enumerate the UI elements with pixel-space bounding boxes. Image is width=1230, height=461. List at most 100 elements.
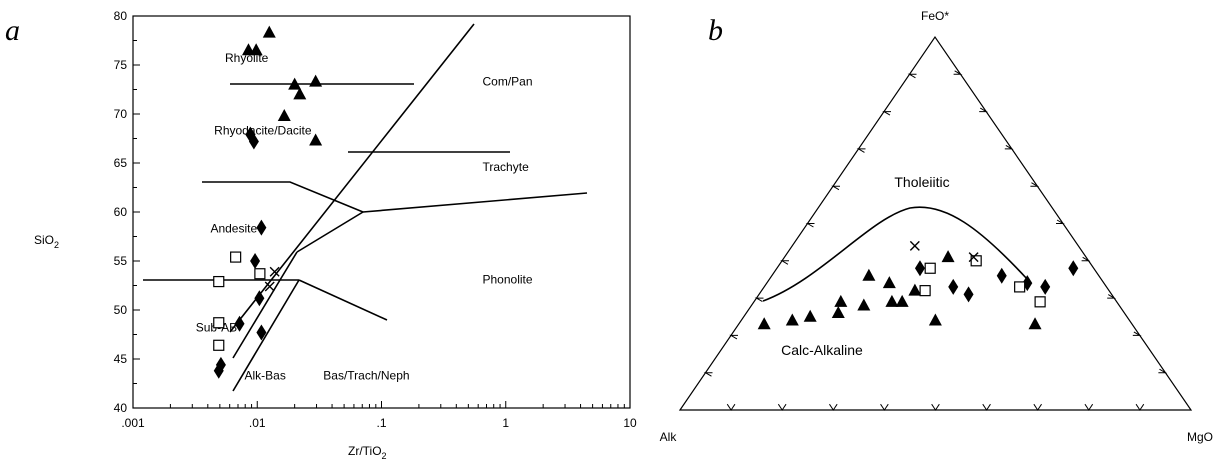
triangle-point bbox=[862, 268, 876, 281]
triangle-point bbox=[309, 74, 323, 87]
triangle-point bbox=[928, 313, 942, 326]
field-label: Com/Pan bbox=[483, 75, 533, 89]
x-tick-label: 1 bbox=[502, 416, 509, 430]
diamond-point bbox=[948, 278, 959, 295]
triangle-point bbox=[785, 313, 799, 326]
axis-ticks-a: .001 .01 .1 1 10 40 45 50 55 60 65 70 75 80 bbox=[114, 9, 637, 430]
ternary-tick bbox=[979, 107, 989, 113]
square-point bbox=[970, 255, 982, 267]
diamond-point bbox=[248, 133, 259, 150]
chart-b: b FeO* Alk MgO Tholeiitic Calc-Alkaline bbox=[660, 9, 1213, 444]
plot-frame-a bbox=[132, 15, 631, 409]
ternary-tick bbox=[1158, 368, 1168, 374]
triangle-point bbox=[831, 306, 845, 319]
data-points-a bbox=[213, 25, 323, 379]
y-tick-label: 45 bbox=[114, 352, 128, 366]
y-tick-label: 75 bbox=[114, 58, 128, 72]
square-point bbox=[254, 268, 266, 280]
ternary-tick bbox=[1056, 219, 1065, 224]
y-tick-label: 55 bbox=[114, 254, 128, 268]
ternary-triangle bbox=[678, 35, 1193, 411]
ternary-tick bbox=[907, 73, 917, 79]
panel-label-a: a bbox=[5, 14, 20, 47]
triangle-point bbox=[857, 298, 871, 311]
y-axis-label-subscript: 2 bbox=[54, 240, 59, 250]
y-tick-label: 80 bbox=[114, 9, 128, 23]
triangle-point bbox=[249, 43, 263, 56]
triangle-point bbox=[908, 283, 922, 296]
square-point bbox=[919, 285, 931, 297]
square-point bbox=[213, 339, 225, 351]
ternary-tick bbox=[953, 70, 963, 75]
field-boundary-line bbox=[362, 192, 588, 213]
diamond-point bbox=[963, 286, 974, 303]
x-tick-label: 10 bbox=[623, 416, 637, 430]
triangle-point bbox=[309, 133, 323, 146]
triangle-point bbox=[288, 77, 302, 90]
field-label: Trachyte bbox=[483, 160, 530, 174]
cross-point bbox=[968, 252, 979, 263]
square-point bbox=[1034, 296, 1046, 308]
x-axis-label-subscript: 2 bbox=[382, 451, 387, 461]
triangle-point bbox=[834, 294, 848, 307]
x-tick-label: .001 bbox=[121, 416, 145, 430]
cross-point bbox=[909, 240, 920, 251]
triangle-point bbox=[1028, 317, 1042, 330]
ternary-tick bbox=[1132, 331, 1142, 336]
ternary-tick bbox=[1084, 403, 1094, 411]
triangle-point bbox=[262, 25, 276, 38]
square-point bbox=[1014, 281, 1026, 293]
field-boundary-line bbox=[202, 181, 364, 213]
ternary-tick bbox=[777, 403, 787, 411]
square-point bbox=[213, 317, 225, 329]
y-tick-label: 50 bbox=[114, 303, 128, 317]
ternary-tick bbox=[703, 372, 713, 377]
ternary-tick bbox=[1135, 403, 1145, 411]
x-tick-label: .1 bbox=[376, 416, 386, 430]
triangle-point bbox=[895, 294, 909, 307]
diamond-point bbox=[256, 324, 267, 341]
field-label-tholeiitic: Tholeiitic bbox=[894, 174, 949, 190]
x-axis-label: Zr/TiO2 bbox=[348, 444, 387, 461]
y-tick-label: 60 bbox=[114, 205, 128, 219]
field-label: Andesite bbox=[210, 222, 257, 236]
tholeiitic-calc-alkaline-boundary bbox=[762, 206, 1029, 302]
ternary-tick bbox=[729, 334, 738, 340]
ternary-tick bbox=[856, 148, 866, 153]
triangle-point bbox=[803, 309, 817, 322]
field-label: Bas/Trach/Neph bbox=[323, 369, 409, 383]
square-point bbox=[230, 251, 242, 263]
ternary-tick bbox=[831, 185, 840, 191]
diamond-point bbox=[256, 219, 267, 236]
triangle-point bbox=[277, 108, 291, 121]
apex-label-left: Alk bbox=[660, 430, 678, 444]
y-tick-label: 70 bbox=[114, 107, 128, 121]
triangle-point bbox=[885, 294, 899, 307]
ternary-tick bbox=[780, 260, 789, 265]
field-boundary-line bbox=[229, 23, 475, 333]
field-label-calc-alkaline: Calc-Alkaline bbox=[781, 342, 863, 358]
field-labels-a: RhyoliteCom/PanRhyodacite/DaciteTrachyte… bbox=[196, 51, 533, 383]
triangle-point bbox=[757, 317, 771, 330]
data-points-b bbox=[757, 240, 1079, 330]
triangle-point bbox=[941, 250, 955, 263]
ternary-tick bbox=[1030, 182, 1040, 187]
ternary-tick bbox=[982, 403, 991, 411]
square-point bbox=[924, 262, 936, 274]
diamond-point bbox=[254, 290, 265, 307]
diamond-point bbox=[250, 253, 261, 269]
diamond-point bbox=[1068, 260, 1079, 277]
ternary-tick bbox=[805, 223, 815, 228]
y-axis-label-main: SiO bbox=[34, 233, 54, 247]
y-tick-label: 65 bbox=[114, 156, 128, 170]
ternary-tick bbox=[726, 403, 736, 411]
field-boundaries-a bbox=[143, 23, 588, 392]
field-boundary-line bbox=[232, 279, 281, 359]
ternary-tick bbox=[1033, 403, 1042, 411]
triangle-point bbox=[882, 276, 896, 289]
x-tick-label: .01 bbox=[249, 416, 266, 430]
diamond-point bbox=[1040, 278, 1051, 295]
ternary-tick bbox=[882, 111, 891, 116]
